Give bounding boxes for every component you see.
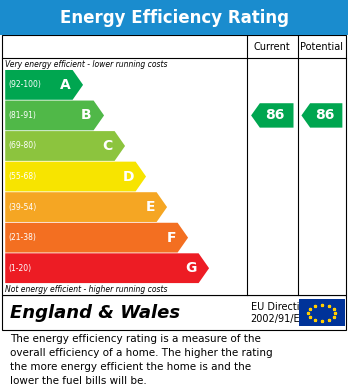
Polygon shape [5,253,209,283]
Polygon shape [5,223,188,253]
Text: (81-91): (81-91) [8,111,36,120]
Text: G: G [185,261,197,275]
Text: (21-38): (21-38) [8,233,36,242]
Text: 86: 86 [315,108,334,122]
Text: (55-68): (55-68) [8,172,36,181]
Polygon shape [301,103,342,127]
Polygon shape [5,100,104,130]
Bar [0,0,348,35]
Polygon shape [5,161,146,192]
Polygon shape [251,103,293,127]
Polygon shape [5,192,167,222]
Text: Not energy efficient - higher running costs: Not energy efficient - higher running co… [5,285,168,294]
Text: (39-54): (39-54) [8,203,36,212]
Text: (1-20): (1-20) [8,264,31,273]
Polygon shape [5,131,125,161]
Text: D: D [122,170,134,183]
Bar [2,35,346,295]
Text: (92-100): (92-100) [8,81,41,90]
Text: Potential: Potential [300,41,343,52]
Bar [2,295,346,330]
Polygon shape [5,70,83,100]
Text: EU Directive
2002/91/EC: EU Directive 2002/91/EC [251,302,311,324]
Bar [299,299,345,326]
Text: Very energy efficient - lower running costs: Very energy efficient - lower running co… [5,60,168,69]
Text: England & Wales: England & Wales [10,304,181,322]
Text: (69-80): (69-80) [8,142,36,151]
Text: E: E [145,200,155,214]
Text: A: A [60,78,71,92]
Text: B: B [81,108,92,122]
Text: Energy Efficiency Rating: Energy Efficiency Rating [60,9,288,27]
Text: Current: Current [254,41,291,52]
Text: C: C [103,139,113,153]
Text: F: F [166,231,176,245]
Text: The energy efficiency rating is a measure of the
overall efficiency of a home. T: The energy efficiency rating is a measur… [10,334,273,386]
Text: 86: 86 [265,108,285,122]
